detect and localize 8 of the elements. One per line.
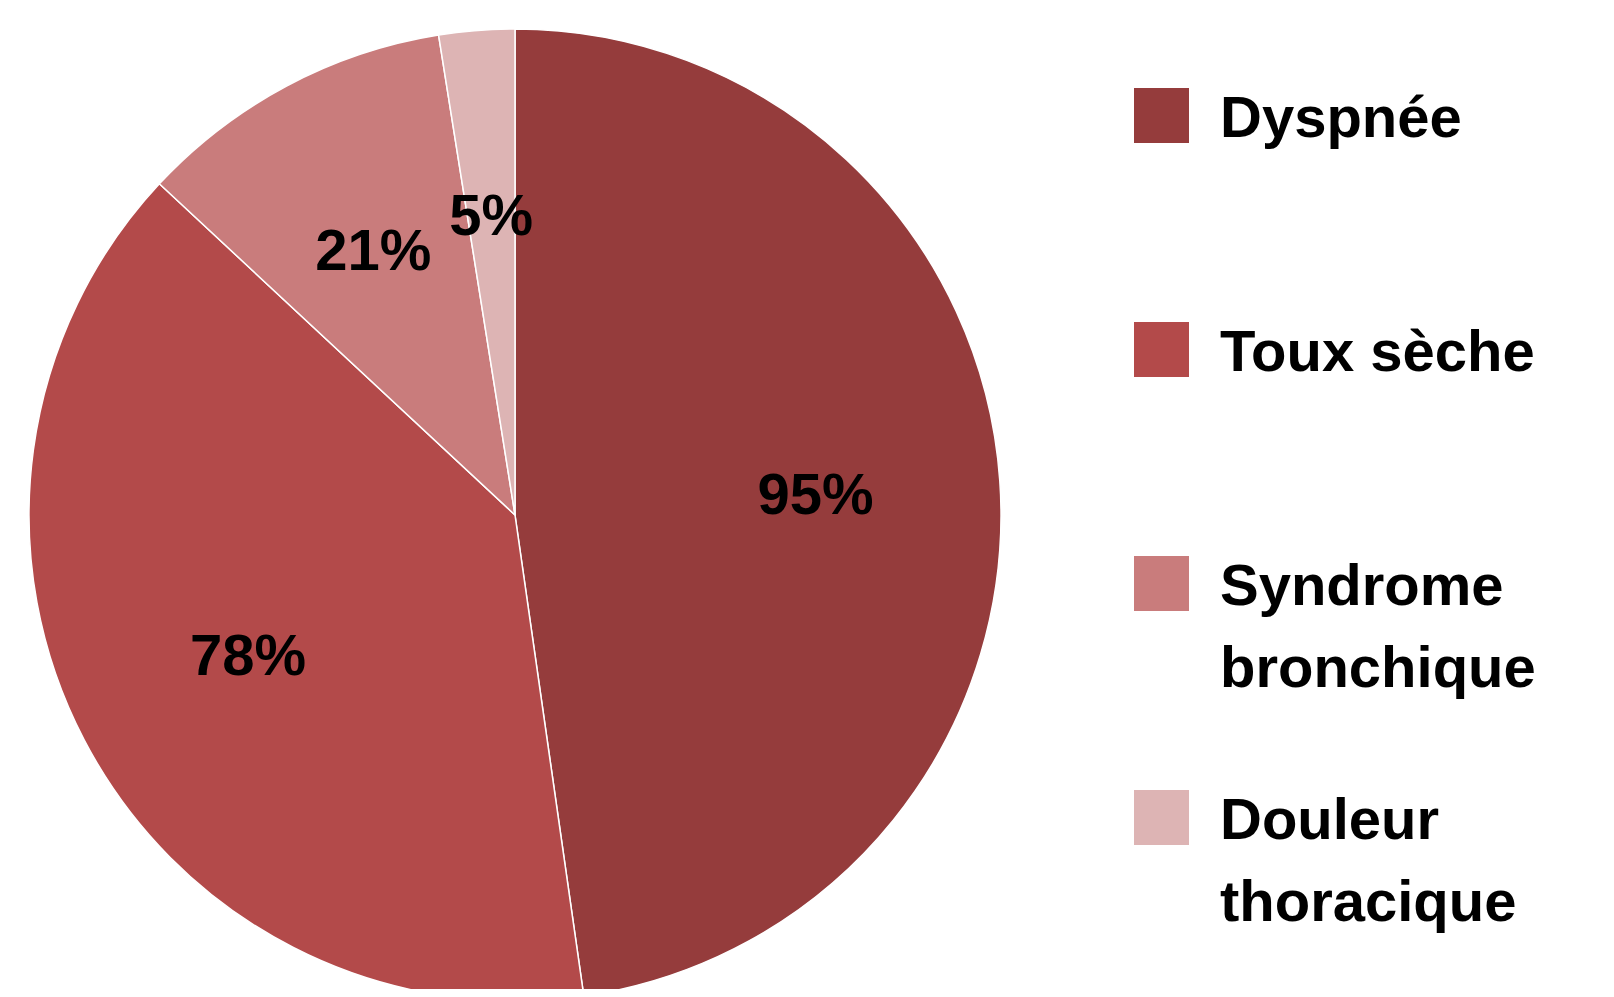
data-label: 78% [189,622,306,688]
legend-label: Dyspnée [1220,83,1462,149]
data-label: 95% [757,461,874,527]
legend-label: Douleur thoracique [1220,785,1517,933]
legend-label: Toux sèche [1220,317,1535,383]
data-label: 5% [449,182,534,248]
data-label: 21% [315,216,432,282]
legend-label: Syndrome bronchique [1220,551,1536,699]
